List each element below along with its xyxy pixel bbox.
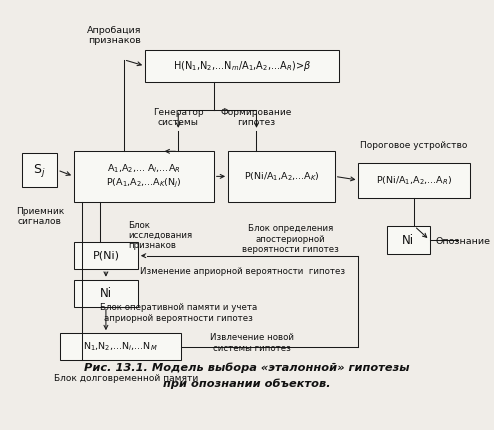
Text: Изменение априорной вероятности  гипотез: Изменение априорной вероятности гипотез: [140, 267, 345, 276]
Text: Формирование
гипотез: Формирование гипотез: [221, 108, 292, 127]
Text: Рис. 13.1. Модель выбора «эталонной» гипотезы: Рис. 13.1. Модель выбора «эталонной» гип…: [84, 362, 410, 373]
FancyBboxPatch shape: [359, 163, 470, 198]
FancyBboxPatch shape: [74, 280, 138, 307]
Text: Генератор
системы: Генератор системы: [153, 108, 204, 127]
Text: Пороговое устройство: Пороговое устройство: [360, 141, 468, 150]
FancyBboxPatch shape: [228, 151, 335, 202]
FancyBboxPatch shape: [22, 153, 57, 187]
Text: H(N$_1$,N$_2$,...N$_m$/A$_1$,A$_2$,...A$_R$)>$\beta$: H(N$_1$,N$_2$,...N$_m$/A$_1$,A$_2$,...A$…: [173, 59, 311, 73]
FancyBboxPatch shape: [74, 242, 138, 269]
Text: S$_j$: S$_j$: [33, 162, 46, 178]
FancyBboxPatch shape: [145, 50, 339, 82]
Text: N$_1$,N$_2$,...N$_i$,...N$_M$: N$_1$,N$_2$,...N$_i$,...N$_M$: [83, 341, 158, 353]
Text: Блок
исследования
признаков: Блок исследования признаков: [128, 221, 193, 250]
Text: P(Ni/A$_1$,A$_2$,...A$_R$): P(Ni/A$_1$,A$_2$,...A$_R$): [376, 174, 452, 187]
Text: Ni: Ni: [402, 233, 414, 247]
Text: Блок определения
апостериорной
вероятности гипотез: Блок определения апостериорной вероятнос…: [242, 224, 339, 254]
Text: Опознание: Опознание: [435, 237, 490, 246]
FancyBboxPatch shape: [74, 151, 214, 202]
Text: Блок оперативной памяти и учета
априорной вероятности гипотез: Блок оперативной памяти и учета априорно…: [100, 303, 257, 322]
Text: Извлечение новой
системы гипотез: Извлечение новой системы гипотез: [210, 333, 294, 353]
FancyBboxPatch shape: [387, 226, 430, 254]
Text: Приемник
сигналов: Приемник сигналов: [16, 207, 64, 227]
Text: при опознании объектов.: при опознании объектов.: [163, 378, 331, 389]
Text: Блок долговременной памяти: Блок долговременной памяти: [54, 374, 198, 383]
Text: Апробация
признаков: Апробация признаков: [87, 26, 141, 45]
Text: Ni: Ni: [100, 287, 112, 300]
FancyBboxPatch shape: [60, 333, 181, 360]
Text: P(Ni): P(Ni): [92, 251, 120, 261]
Text: A$_1$,A$_2$,... A$_l$,...A$_R$
P(A$_1$,A$_2$,...A$_K$(N$_j$): A$_1$,A$_2$,... A$_l$,...A$_R$ P(A$_1$,A…: [106, 163, 182, 190]
Text: P(Ni/A$_1$,A$_2$,...A$_K$): P(Ni/A$_1$,A$_2$,...A$_K$): [244, 170, 319, 183]
